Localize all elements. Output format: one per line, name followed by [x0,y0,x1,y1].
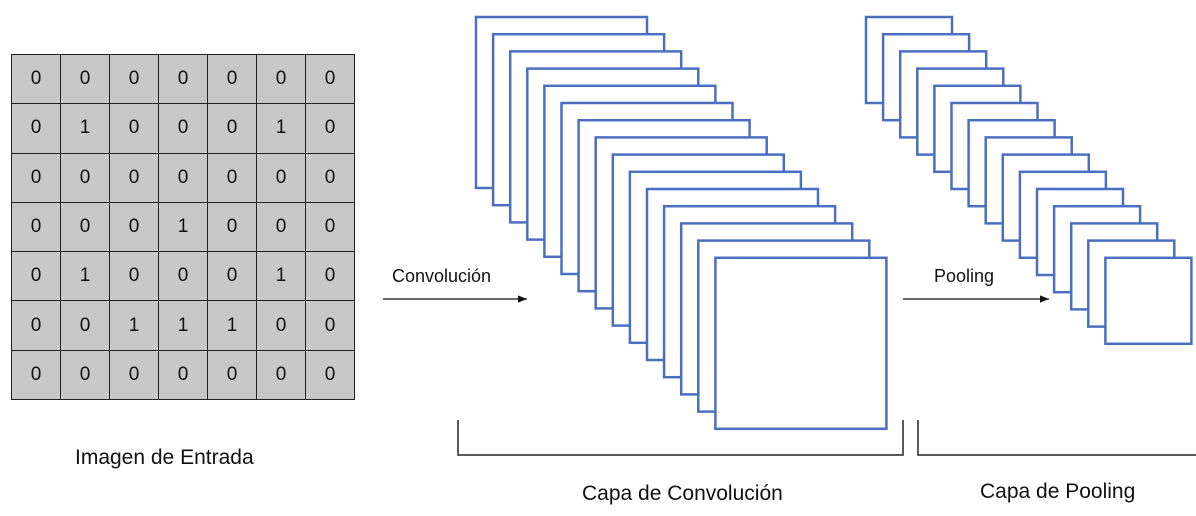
convolution-arrow-label: Convolución [392,266,492,286]
grid-cell: 0 [208,202,257,253]
grid-cell: 0 [306,104,355,154]
grid-cell: 0 [110,55,159,105]
grid-cell: 0 [12,350,61,401]
grid-cell: 0 [12,55,61,105]
grid-cell: 0 [159,350,208,401]
input-image-caption: Imagen de Entrada [75,446,254,469]
grid-cell: 0 [110,153,159,203]
grid-cell: 0 [12,301,61,351]
grid-cell: 1 [61,104,110,154]
grid-cell: 0 [12,252,61,302]
grid-cell: 1 [159,301,208,351]
grid-cell: 0 [61,202,110,253]
grid-cell: 0 [257,153,306,203]
grid-cell: 0 [306,55,355,105]
grid-cell: 0 [110,252,159,302]
grid-cell: 0 [306,301,355,351]
grid-cell: 0 [110,104,159,154]
grid-cell: 0 [159,252,208,302]
pooling-layer-caption: Capa de Pooling [980,480,1136,503]
grid-cell: 1 [159,202,208,253]
grid-cell: 0 [12,202,61,253]
grid-cell: 0 [208,104,257,154]
grid-cell: 1 [61,252,110,302]
grid-cell: 0 [12,104,61,154]
grid-cell: 0 [208,252,257,302]
pooling-feature-map [1104,256,1193,346]
pooling-feature-maps [864,15,1193,346]
grid-cell: 0 [110,350,159,401]
grid-cell: 0 [159,104,208,154]
grid-cell: 0 [306,350,355,401]
grid-cell: 0 [208,350,257,401]
grid-cell: 0 [61,350,110,401]
grid-cell: 0 [306,202,355,253]
grid-cell: 0 [208,55,257,105]
grid-cell: 1 [257,104,306,154]
convolution-feature-map [714,256,888,431]
convolution-feature-maps [474,15,888,431]
convolution-layer-caption: Capa de Convolución [582,482,783,505]
grid-cell: 0 [159,153,208,203]
grid-cell: 0 [208,153,257,203]
grid-cell: 0 [12,153,61,203]
grid-cell: 0 [257,350,306,401]
grid-cell: 0 [61,153,110,203]
grid-cell: 1 [208,301,257,351]
grid-cell: 0 [306,153,355,203]
grid-cell: 0 [159,55,208,105]
grid-cell: 0 [257,202,306,253]
grid-cell: 0 [61,55,110,105]
grid-cell: 0 [61,301,110,351]
grid-cell: 0 [110,202,159,253]
convolution-layer-bracket [457,420,904,456]
grid-cell: 0 [257,301,306,351]
pooling-layer-bracket [917,420,1196,456]
pooling-arrow-label: Pooling [934,266,995,286]
grid-cell: 0 [306,252,355,302]
grid-cell: 1 [110,301,159,351]
grid-cell: 1 [257,252,306,302]
grid-cell: 0 [257,55,306,105]
